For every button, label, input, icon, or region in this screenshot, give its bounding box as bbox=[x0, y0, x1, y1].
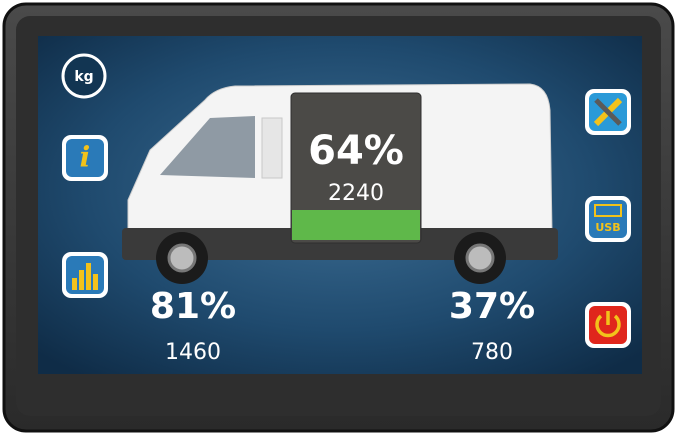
unit-label: kg bbox=[74, 69, 93, 85]
rear-weight: 780 bbox=[471, 340, 513, 365]
usb-button[interactable]: USB bbox=[585, 196, 631, 242]
load-bar bbox=[292, 210, 420, 240]
info-button[interactable]: i bbox=[62, 135, 108, 181]
front-percent: 81% bbox=[150, 286, 236, 327]
unit-button[interactable]: kg bbox=[63, 55, 105, 97]
total-percent: 64% bbox=[308, 128, 404, 174]
settings-button[interactable] bbox=[585, 89, 631, 135]
power-button[interactable] bbox=[585, 302, 631, 348]
total-weight: 2240 bbox=[328, 181, 384, 206]
stats-button[interactable] bbox=[62, 252, 108, 298]
device: 64% 2240 81% 1460 37% 780 kg i USB bbox=[0, 0, 677, 435]
info-label: i bbox=[80, 141, 91, 174]
front-weight: 1460 bbox=[165, 340, 221, 365]
usb-label: USB bbox=[595, 221, 620, 234]
total-load-panel: 64% 2240 bbox=[291, 93, 421, 243]
rear-percent: 37% bbox=[449, 286, 535, 327]
